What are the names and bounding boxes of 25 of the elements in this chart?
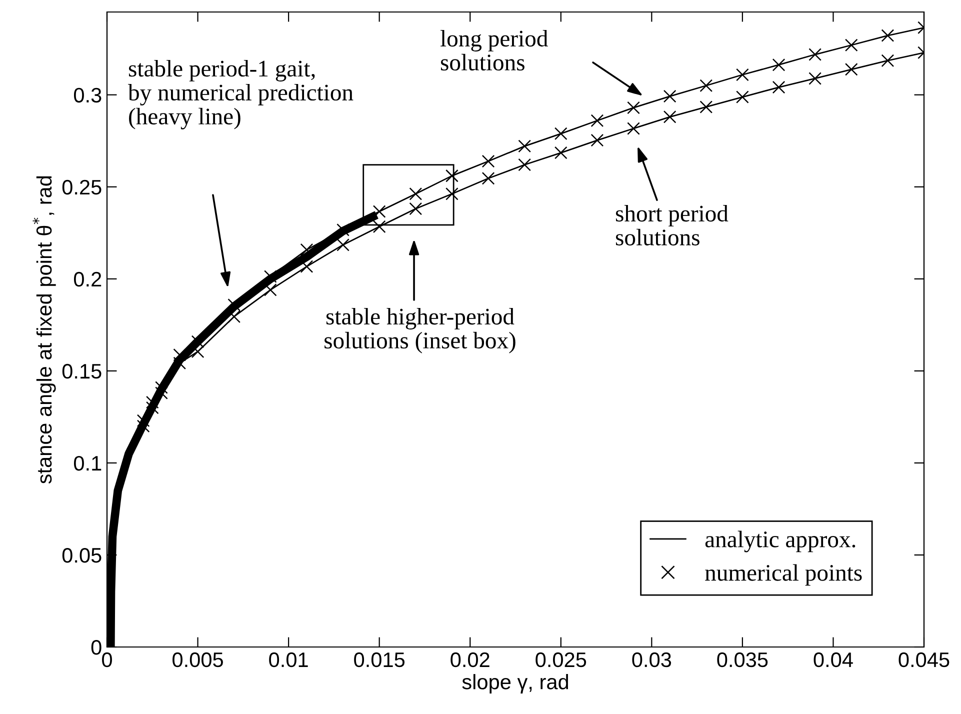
x-axis-title: slope γ, rad: [462, 674, 568, 694]
y-tick-label: 0: [91, 640, 102, 655]
x-tick-label: 0: [102, 652, 112, 668]
y-tick-label: 0.15: [62, 364, 102, 379]
annotation: stable higher-period solutions (inset box): [324, 308, 516, 354]
y-tick-label: 0.3: [74, 88, 102, 103]
legend-label: analytic approx.: [705, 530, 856, 552]
x-tick-label: 0.005: [172, 652, 223, 668]
y-tick-label: 0.1: [74, 456, 102, 471]
x-tick-label: 0.015: [354, 652, 405, 668]
y-tick-label: 0.25: [62, 180, 102, 195]
y-axis-title: stance angle at fixed point θ$^{*}$, rad: [32, 176, 56, 484]
x-tick-label: 0.045: [898, 652, 950, 668]
legend-label: numerical points: [705, 564, 862, 586]
x-tick-label: 0.03: [632, 652, 672, 668]
x-tick-label: 0.025: [536, 652, 586, 668]
x-tick-label: 0.04: [814, 652, 853, 668]
y-tick-label: 0.2: [74, 272, 102, 287]
annotation: stable period-1 gait, by numerical prediction (heavy line): [128, 60, 354, 130]
y-tick-label: 0.05: [62, 548, 102, 563]
x-tick-label: 0.035: [717, 652, 768, 668]
x-tick-label: 0.01: [269, 652, 308, 668]
annotation: short period solutions: [616, 204, 728, 246]
x-tick-label: 0.02: [450, 652, 490, 668]
annotation: long period solutions: [440, 30, 548, 71]
